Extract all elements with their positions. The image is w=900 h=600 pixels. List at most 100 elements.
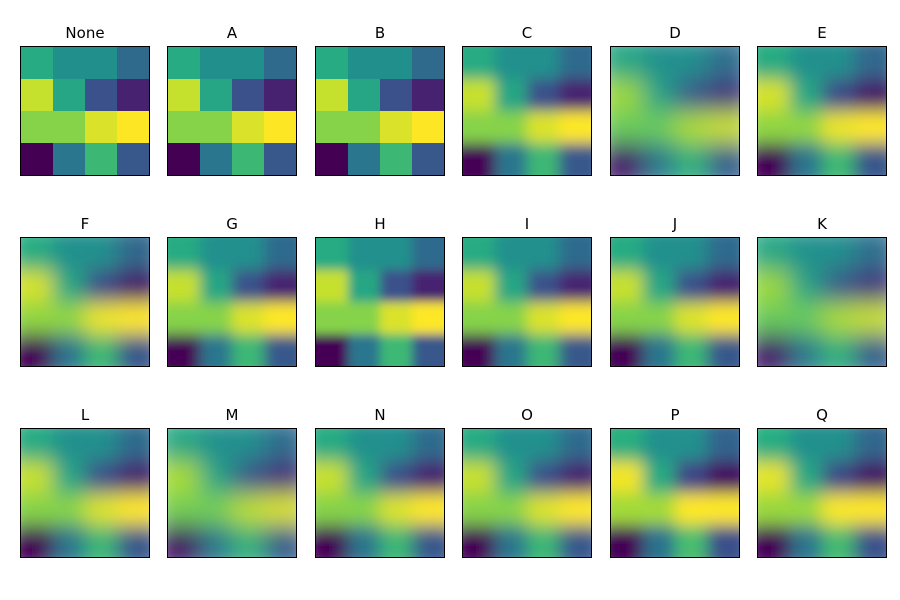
heatmap-cell: [790, 111, 823, 144]
heatmap-cell: [21, 429, 54, 462]
heatmap-cell: [758, 143, 791, 175]
heatmap-k: [757, 237, 887, 367]
heatmap-cell: [707, 302, 739, 335]
heatmap-cell: [611, 270, 644, 303]
heatmap-cell: [758, 525, 791, 557]
heatmap-cell: [232, 143, 265, 175]
panel-frame: [315, 237, 445, 367]
heatmap-cell: [21, 79, 54, 112]
heatmap-cell: [822, 143, 855, 175]
panel-title-h: H: [374, 215, 386, 233]
heatmap-cell: [21, 143, 54, 175]
panel-title-d: D: [669, 24, 681, 42]
panel-title-q: Q: [816, 406, 828, 424]
heatmap-cell: [21, 493, 54, 526]
heatmap-cell: [758, 111, 791, 144]
heatmap-cell: [85, 493, 118, 526]
heatmap-cell: [348, 461, 381, 494]
heatmap-cell: [707, 429, 739, 462]
heatmap-cell: [53, 111, 86, 144]
heatmap-cell: [85, 334, 118, 366]
heatmap-cell: [463, 334, 496, 366]
heatmap-cell: [232, 461, 265, 494]
heatmap-cell: [232, 111, 265, 144]
heatmap-cell: [232, 302, 265, 335]
heatmap-cell: [854, 79, 886, 112]
heatmap-cell: [316, 270, 349, 303]
heatmap-cell: [412, 429, 444, 462]
panel-title-a: A: [226, 24, 238, 42]
heatmap-cell: [675, 525, 708, 557]
heatmap-cell: [380, 79, 413, 112]
heatmap-cell: [559, 429, 591, 462]
heatmap-cell: [527, 270, 560, 303]
heatmap-cell: [790, 493, 823, 526]
heatmap-cell: [168, 429, 201, 462]
heatmap-cell: [854, 143, 886, 175]
heatmap-cell: [264, 79, 296, 112]
heatmap-cell: [463, 302, 496, 335]
panel-f: F: [20, 215, 150, 367]
panel-frame: [20, 46, 150, 176]
panel-m: M: [167, 406, 297, 558]
heatmap-cell: [611, 238, 644, 271]
panel-title-g: G: [226, 215, 238, 233]
heatmap-cell: [21, 270, 54, 303]
heatmap-cell: [854, 461, 886, 494]
heatmap-cell: [348, 525, 381, 557]
heatmap-cell: [675, 270, 708, 303]
heatmap-cell: [643, 493, 676, 526]
heatmap-cell: [758, 270, 791, 303]
heatmap-cell: [348, 493, 381, 526]
heatmap-cell: [463, 525, 496, 557]
heatmap-cell: [611, 493, 644, 526]
heatmap-cell: [463, 270, 496, 303]
heatmap-cell: [53, 461, 86, 494]
panel-title-none: None: [65, 24, 105, 42]
heatmap-cell: [380, 238, 413, 271]
panel-frame: [167, 428, 297, 558]
panel-frame: [315, 46, 445, 176]
heatmap-cell: [53, 47, 86, 80]
panel-b: B: [315, 24, 445, 176]
heatmap-cell: [168, 461, 201, 494]
heatmap-cell: [854, 334, 886, 366]
heatmap-cell: [412, 111, 444, 144]
heatmap-cell: [412, 493, 444, 526]
heatmap-d: [610, 46, 740, 176]
heatmap-cell: [264, 238, 296, 271]
heatmap-cell: [380, 111, 413, 144]
heatmap-cell: [675, 111, 708, 144]
heatmap-cell: [854, 302, 886, 335]
heatmap-cell: [527, 429, 560, 462]
heatmap-cell: [527, 302, 560, 335]
heatmap-cell: [790, 143, 823, 175]
heatmap-cell: [21, 47, 54, 80]
heatmap-cell: [790, 429, 823, 462]
heatmap-cell: [380, 493, 413, 526]
panel-c: C: [462, 24, 592, 176]
heatmap-g: [167, 237, 297, 367]
heatmap-cell: [412, 47, 444, 80]
heatmap-cell: [707, 270, 739, 303]
heatmap-cell: [463, 238, 496, 271]
heatmap-cell: [117, 493, 149, 526]
panel-title-j: J: [672, 215, 678, 233]
heatmap-cell: [854, 525, 886, 557]
heatmap-cell: [559, 238, 591, 271]
heatmap-cell: [527, 525, 560, 557]
heatmap-cell: [854, 270, 886, 303]
panel-frame: [462, 46, 592, 176]
heatmap-cell: [53, 238, 86, 271]
heatmap-cell: [643, 238, 676, 271]
heatmap-cell: [790, 270, 823, 303]
heatmap-cell: [758, 461, 791, 494]
heatmap-cell: [85, 302, 118, 335]
heatmap-cell: [527, 238, 560, 271]
heatmap-cell: [822, 334, 855, 366]
heatmap-cell: [200, 493, 233, 526]
heatmap-cell: [822, 111, 855, 144]
heatmap-cell: [316, 111, 349, 144]
heatmap-cell: [707, 79, 739, 112]
heatmap-cell: [348, 334, 381, 366]
